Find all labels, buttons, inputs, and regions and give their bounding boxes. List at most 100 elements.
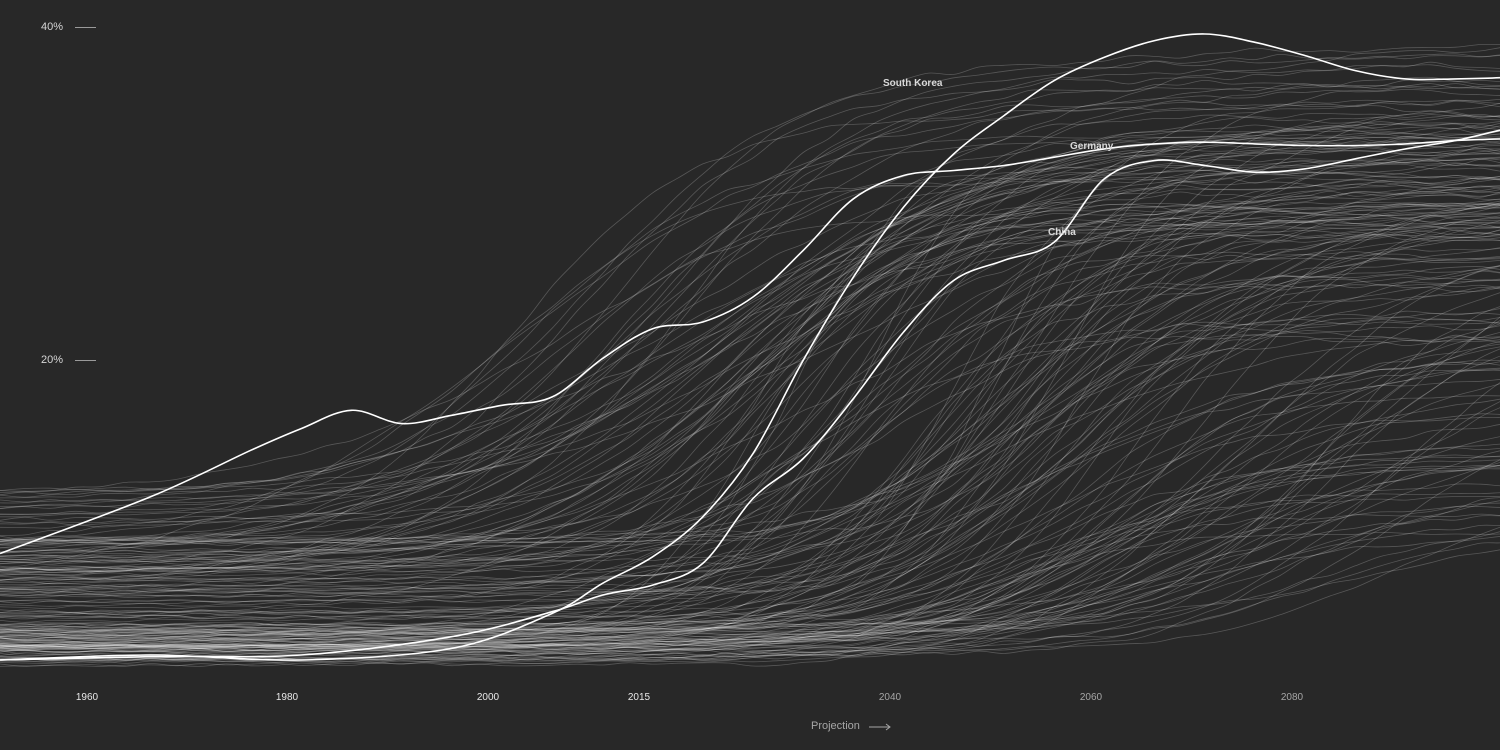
background-series-line: [0, 398, 1500, 649]
background-series-line: [0, 203, 1500, 603]
background-series-line: [0, 137, 1500, 509]
background-series-line: [0, 145, 1500, 603]
background-series-line: [0, 127, 1500, 540]
background-series-line: [0, 215, 1500, 543]
background-series-line: [0, 224, 1500, 571]
background-series-line: [0, 169, 1500, 559]
background-series-line: [0, 169, 1500, 582]
background-series-line: [0, 129, 1500, 574]
background-series-line: [0, 549, 1500, 632]
background-series-line: [0, 362, 1500, 627]
highlighted-series-group: [0, 33, 1500, 661]
background-series-line: [0, 136, 1500, 572]
y-tick-mark-40: [75, 27, 96, 28]
background-series-line: [0, 157, 1500, 545]
background-series-line: [0, 465, 1500, 652]
background-series-line: [0, 316, 1500, 647]
background-series-line: [0, 121, 1500, 587]
background-series-line: [0, 215, 1500, 648]
background-series-line: [0, 524, 1500, 664]
background-series-line: [0, 341, 1500, 633]
background-series-line: [0, 382, 1500, 651]
background-series-line: [0, 211, 1500, 587]
background-series-line: [0, 274, 1500, 544]
background-series-line: [0, 407, 1500, 642]
x-tick-label-2060: 2060: [1079, 692, 1103, 703]
background-series-line: [0, 515, 1500, 647]
background-series-line: [0, 542, 1500, 658]
background-series-line: [0, 202, 1500, 526]
background-series-line: [0, 319, 1500, 595]
background-series-line: [0, 285, 1500, 605]
background-series-line: [0, 178, 1500, 584]
background-series-line: [0, 99, 1500, 554]
background-series-line: [0, 190, 1500, 597]
background-series-line: [0, 239, 1500, 652]
background-series-line: [0, 279, 1500, 649]
series-line-china: [0, 129, 1500, 661]
background-series-line: [0, 228, 1500, 637]
background-series-line: [0, 152, 1500, 615]
background-series-line: [0, 229, 1500, 563]
background-series-line: [0, 220, 1500, 641]
background-series-line: [0, 158, 1500, 559]
background-series-line: [0, 492, 1500, 635]
x-tick-label-2040: 2040: [878, 692, 902, 703]
background-series-line: [0, 269, 1500, 541]
projection-label: Projection: [811, 720, 860, 732]
background-series-line: [0, 204, 1500, 553]
background-series-line: [0, 343, 1500, 616]
background-series-line: [0, 177, 1500, 574]
background-series-line: [0, 43, 1500, 503]
background-series-line: [0, 265, 1500, 652]
background-series-line: [0, 383, 1500, 648]
background-series-line: [0, 89, 1500, 543]
background-series-line: [0, 283, 1500, 648]
background-series-line: [0, 124, 1500, 571]
background-series-line: [0, 221, 1500, 661]
background-series-line: [0, 115, 1500, 551]
background-series-line: [0, 531, 1500, 637]
background-series-line: [0, 265, 1500, 645]
x-tick-label-1980: 1980: [275, 692, 299, 703]
background-series-line: [0, 177, 1500, 518]
background-series-line: [0, 334, 1500, 643]
background-series-line: [0, 495, 1500, 667]
y-tick-mark-20: [75, 360, 96, 361]
background-series-line: [0, 331, 1500, 649]
background-series-line: [0, 310, 1500, 655]
background-series-line: [0, 450, 1500, 654]
x-tick-label-2080: 2080: [1280, 692, 1304, 703]
background-series-line: [0, 379, 1500, 628]
background-series-line: [0, 138, 1500, 645]
background-series-line: [0, 279, 1500, 653]
background-series-line: [0, 140, 1500, 549]
background-series-line: [0, 127, 1500, 498]
background-series-line: [0, 157, 1500, 620]
background-series-line: [0, 85, 1500, 610]
background-series-line: [0, 222, 1500, 504]
background-series-line: [0, 270, 1500, 640]
background-series-line: [0, 531, 1500, 657]
background-series-line: [0, 79, 1500, 524]
background-series-line: [0, 506, 1500, 647]
arrow-right-icon: [869, 723, 891, 731]
background-series-line: [0, 205, 1500, 640]
background-series-line: [0, 64, 1500, 571]
background-series-line: [0, 160, 1500, 614]
background-series-line: [0, 149, 1500, 581]
background-series-line: [0, 502, 1500, 657]
background-series-line: [0, 254, 1500, 545]
background-series-line: [0, 361, 1500, 640]
background-series-line: [0, 61, 1500, 558]
background-series-line: [0, 318, 1500, 545]
series-line-germany: [0, 138, 1500, 555]
background-series-line: [0, 163, 1500, 509]
background-series-line: [0, 217, 1500, 593]
x-tick-label-2015: 2015: [627, 692, 651, 703]
background-series-line: [0, 264, 1500, 648]
background-series-line: [0, 220, 1500, 572]
background-series-line: [0, 287, 1500, 649]
background-series-line: [0, 113, 1500, 581]
